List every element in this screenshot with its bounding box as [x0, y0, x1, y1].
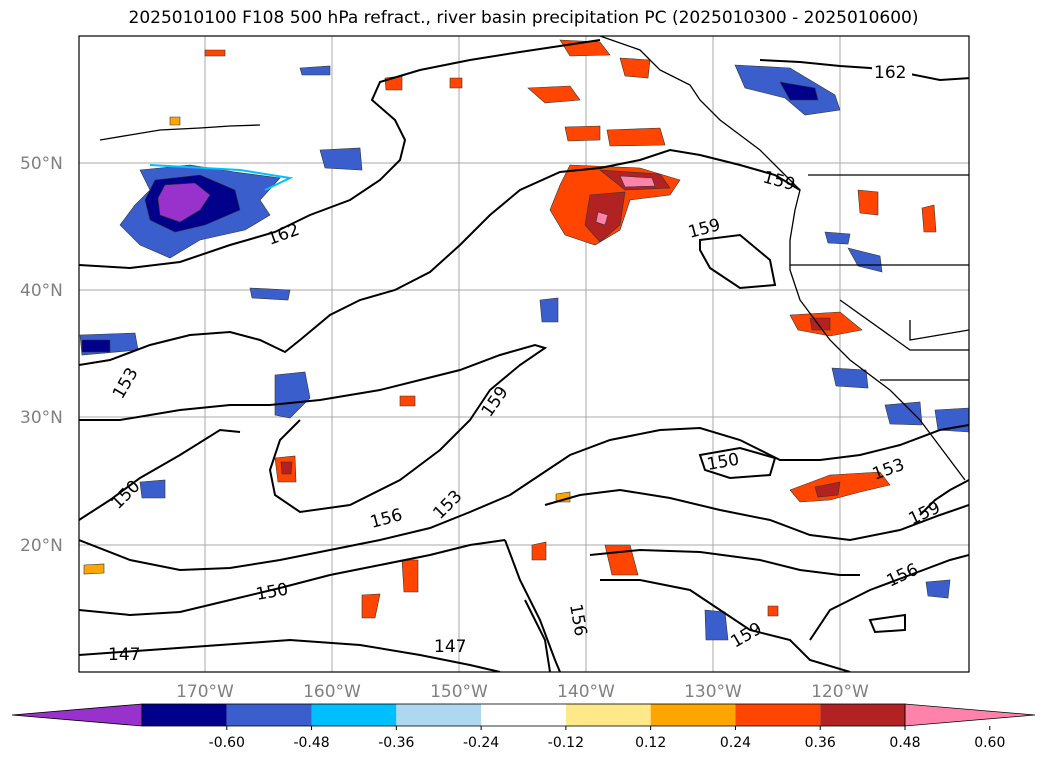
- colorbar-segment: [396, 704, 482, 726]
- map-frame: [78, 35, 970, 673]
- colorbar-tick-label: 0.24: [720, 735, 751, 751]
- colorbar-tick-label: 0.12: [635, 735, 666, 751]
- latitude-labels: 50°N 40°N 30°N 20°N: [20, 154, 63, 556]
- colorbar-tick-label: -0.24: [463, 735, 499, 751]
- lon-label: 160°W: [303, 682, 361, 702]
- colorbar-extend-max: [904, 703, 1036, 727]
- colorbar-segment: [735, 704, 821, 726]
- colorbar-segment: [650, 704, 736, 726]
- lon-label: 140°W: [557, 682, 615, 702]
- lat-label: 30°N: [20, 408, 63, 428]
- lat-label: 50°N: [20, 154, 63, 174]
- colorbar-tick-label: 0.60: [974, 735, 1005, 751]
- colorbar-segment: [311, 704, 397, 726]
- contour-label: 162: [874, 63, 906, 83]
- colorbar-tick-label: -0.60: [209, 735, 245, 751]
- lat-label: 40°N: [20, 281, 63, 301]
- lon-label: 170°W: [176, 682, 234, 702]
- map-title: 2025010100 F108 500 hPa refract., river …: [128, 8, 919, 28]
- lon-label: 150°W: [430, 682, 488, 702]
- colorbar-frame: [141, 703, 906, 727]
- colorbar: -0.60 -0.48 -0.36 -0.24 -0.12 0.12 0.24 0.36 0.4…: [11, 703, 1036, 751]
- colorbar-tick-label: 0.48: [889, 735, 920, 751]
- colorbar-segment: [481, 704, 566, 726]
- contour-label: 147: [434, 637, 466, 657]
- lat-label: 20°N: [20, 536, 63, 556]
- coastlines: [99, 36, 969, 481]
- contour-label: 147: [108, 645, 140, 665]
- colorbar-segment: [820, 704, 905, 726]
- lon-label: 120°W: [811, 682, 869, 702]
- colorbar-tick-label: -0.12: [548, 735, 584, 751]
- colorbar-segment: [142, 704, 227, 726]
- colorbar-segment: [226, 704, 312, 726]
- colorbar-segment: [565, 704, 651, 726]
- map-panel: [79, 36, 969, 672]
- colorbar-tick-label: -0.36: [378, 735, 414, 751]
- colorbar-extend-min: [11, 703, 143, 727]
- longitude-labels: 170°W 160°W 150°W 140°W 130°W 120°W: [176, 682, 869, 702]
- lon-label: 130°W: [684, 682, 742, 702]
- contours: [79, 39, 969, 672]
- colorbar-tick-label: -0.48: [293, 735, 329, 751]
- precip-patches: [79, 39, 969, 641]
- graticule: [79, 36, 969, 672]
- colorbar-tick-label: 0.36: [805, 735, 836, 751]
